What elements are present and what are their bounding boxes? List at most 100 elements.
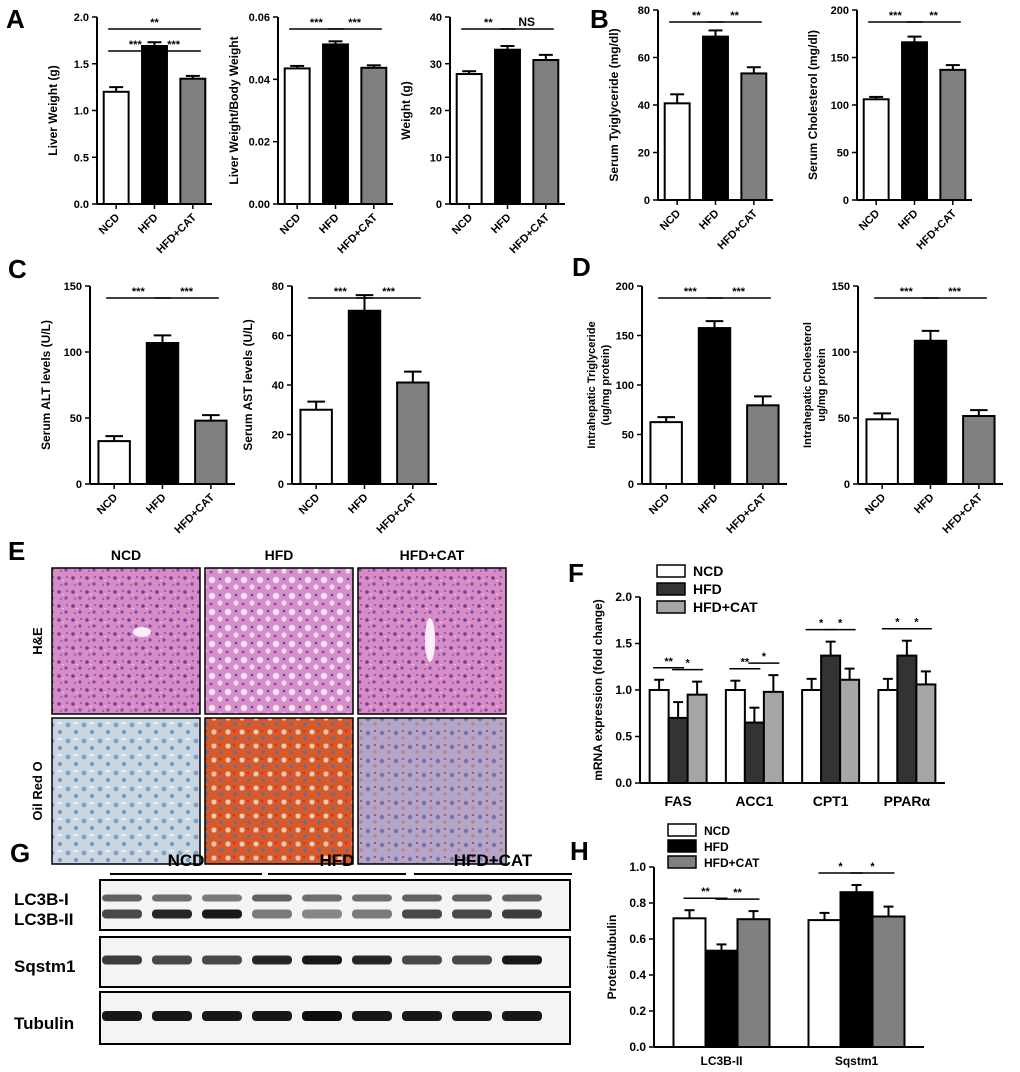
bar-hfd <box>901 41 928 201</box>
legend-swatch <box>667 823 697 837</box>
y-tick-label: 0.4 <box>629 968 646 982</box>
y-axis-label: mRNA expression (fold change) <box>591 599 605 781</box>
y-tick-label: 50 <box>70 413 82 425</box>
blot-band <box>452 894 492 902</box>
panel-letter-f: F <box>568 558 584 588</box>
x-tick-label: HFD <box>696 492 721 517</box>
y-axis-label: Weight (g) <box>399 81 413 139</box>
blot-band <box>452 955 492 965</box>
blot-band <box>402 955 442 965</box>
blot-group-label: HFD+CAT <box>454 851 533 870</box>
x-tick-label: CPT1 <box>813 793 849 809</box>
bar-ncd <box>801 689 823 784</box>
blot-band <box>502 909 542 919</box>
significance-label: *** <box>732 286 746 298</box>
significance-label: *** <box>900 286 914 298</box>
x-tick-label: NCD <box>97 212 122 237</box>
blot-band <box>352 909 392 919</box>
x-tick-label: FAS <box>665 793 692 809</box>
significance-label: *** <box>348 17 362 29</box>
significance-label: * <box>895 617 900 629</box>
bar-ncd <box>862 98 890 201</box>
bar-hfd <box>839 891 874 1049</box>
bar-ncd <box>455 73 483 205</box>
y-tick-label: 150 <box>64 281 82 293</box>
bar-hfd <box>743 721 765 784</box>
blot-band <box>102 909 142 919</box>
bar-ncd <box>299 408 333 485</box>
histology-image <box>204 567 354 715</box>
blot-band <box>352 955 392 965</box>
bar-hfd <box>704 949 739 1049</box>
x-tick-label: HFD <box>144 492 169 517</box>
bar-hfdcat <box>871 915 906 1048</box>
significance-label: ** <box>484 17 493 29</box>
panel-letter-d: D <box>572 252 591 282</box>
legend-label: HFD+CAT <box>693 599 758 615</box>
blot-band <box>502 955 542 965</box>
blot-band <box>452 1011 492 1021</box>
chart-C2: 0 20 40 60 80 Serum AST levels (U/L) NCD HFD HFD… <box>241 281 437 536</box>
bar-hfdcat <box>194 419 228 486</box>
legend-label: NCD <box>693 563 723 579</box>
bar-hfdcat <box>686 693 708 785</box>
y-tick-label: 1.0 <box>615 683 632 697</box>
x-tick-label: HFD+CAT <box>508 211 553 256</box>
legend-swatch <box>667 839 697 853</box>
bar-ncd <box>649 421 683 485</box>
y-tick-label: 40 <box>272 380 284 392</box>
significance-label: ** <box>741 657 750 669</box>
significance-label: *** <box>167 39 181 51</box>
histology-column-label: HFD <box>265 547 294 563</box>
y-tick-label: 0 <box>628 479 634 491</box>
y-tick-label: 40 <box>430 12 442 24</box>
y-tick-label: 50 <box>838 413 850 425</box>
blot-group-label: HFD <box>320 851 355 870</box>
legend-swatch <box>656 600 686 614</box>
bar-hfd <box>697 327 732 486</box>
chart-F: 0.0 0.5 1.0 1.5 2.0 mRNA expression (fold cha… <box>591 563 945 809</box>
chart-A2: 0.00 0.02 0.04 0.06 Liver Weight/Body Weight… <box>227 12 393 256</box>
bar-hfd <box>322 43 349 205</box>
y-tick-label: 80 <box>638 5 650 17</box>
y-tick-label: 0.00 <box>249 199 270 211</box>
y-tick-label: 0 <box>644 195 650 207</box>
bar-ncd <box>865 418 899 486</box>
x-tick-label: HFD <box>912 492 937 517</box>
vessel <box>425 618 435 662</box>
y-tick-label: 200 <box>616 281 634 293</box>
blot-band-label: LC3B-II <box>14 910 74 929</box>
blot-group-label: NCD <box>168 851 205 870</box>
y-tick-label: 0.0 <box>74 199 89 211</box>
y-tick-label: 40 <box>638 100 650 112</box>
blot-band <box>302 894 342 902</box>
x-tick-label: PPARα <box>884 793 931 809</box>
significance-label: *** <box>382 286 396 298</box>
y-tick-label: 1.0 <box>629 860 646 874</box>
bar-ncd <box>663 102 691 201</box>
y-tick-label: 50 <box>622 430 634 442</box>
blot-band <box>252 909 292 919</box>
histology-image <box>357 717 507 865</box>
histology-column-label: NCD <box>111 547 141 563</box>
bar-hfdcat <box>736 918 771 1049</box>
y-tick-label: 50 <box>837 148 849 160</box>
x-tick-label: HFD+CAT <box>941 491 986 536</box>
bar-hfdcat <box>360 66 388 205</box>
y-tick-label: 0.2 <box>629 1004 646 1018</box>
significance-label: * <box>914 617 919 629</box>
bar-ncd <box>97 440 131 486</box>
y-tick-label: 1.5 <box>74 59 89 71</box>
blot-band-label: Sqstm1 <box>14 957 75 976</box>
y-tick-label: 60 <box>638 53 650 65</box>
panel-letter-h: H <box>570 836 589 866</box>
blot-band <box>252 1011 292 1021</box>
bar-hfd <box>896 654 918 785</box>
blot-band <box>202 1011 242 1021</box>
bar-ncd <box>807 919 842 1048</box>
histology-image <box>51 567 201 715</box>
blot-band <box>102 955 142 965</box>
blot-band <box>102 1011 142 1021</box>
